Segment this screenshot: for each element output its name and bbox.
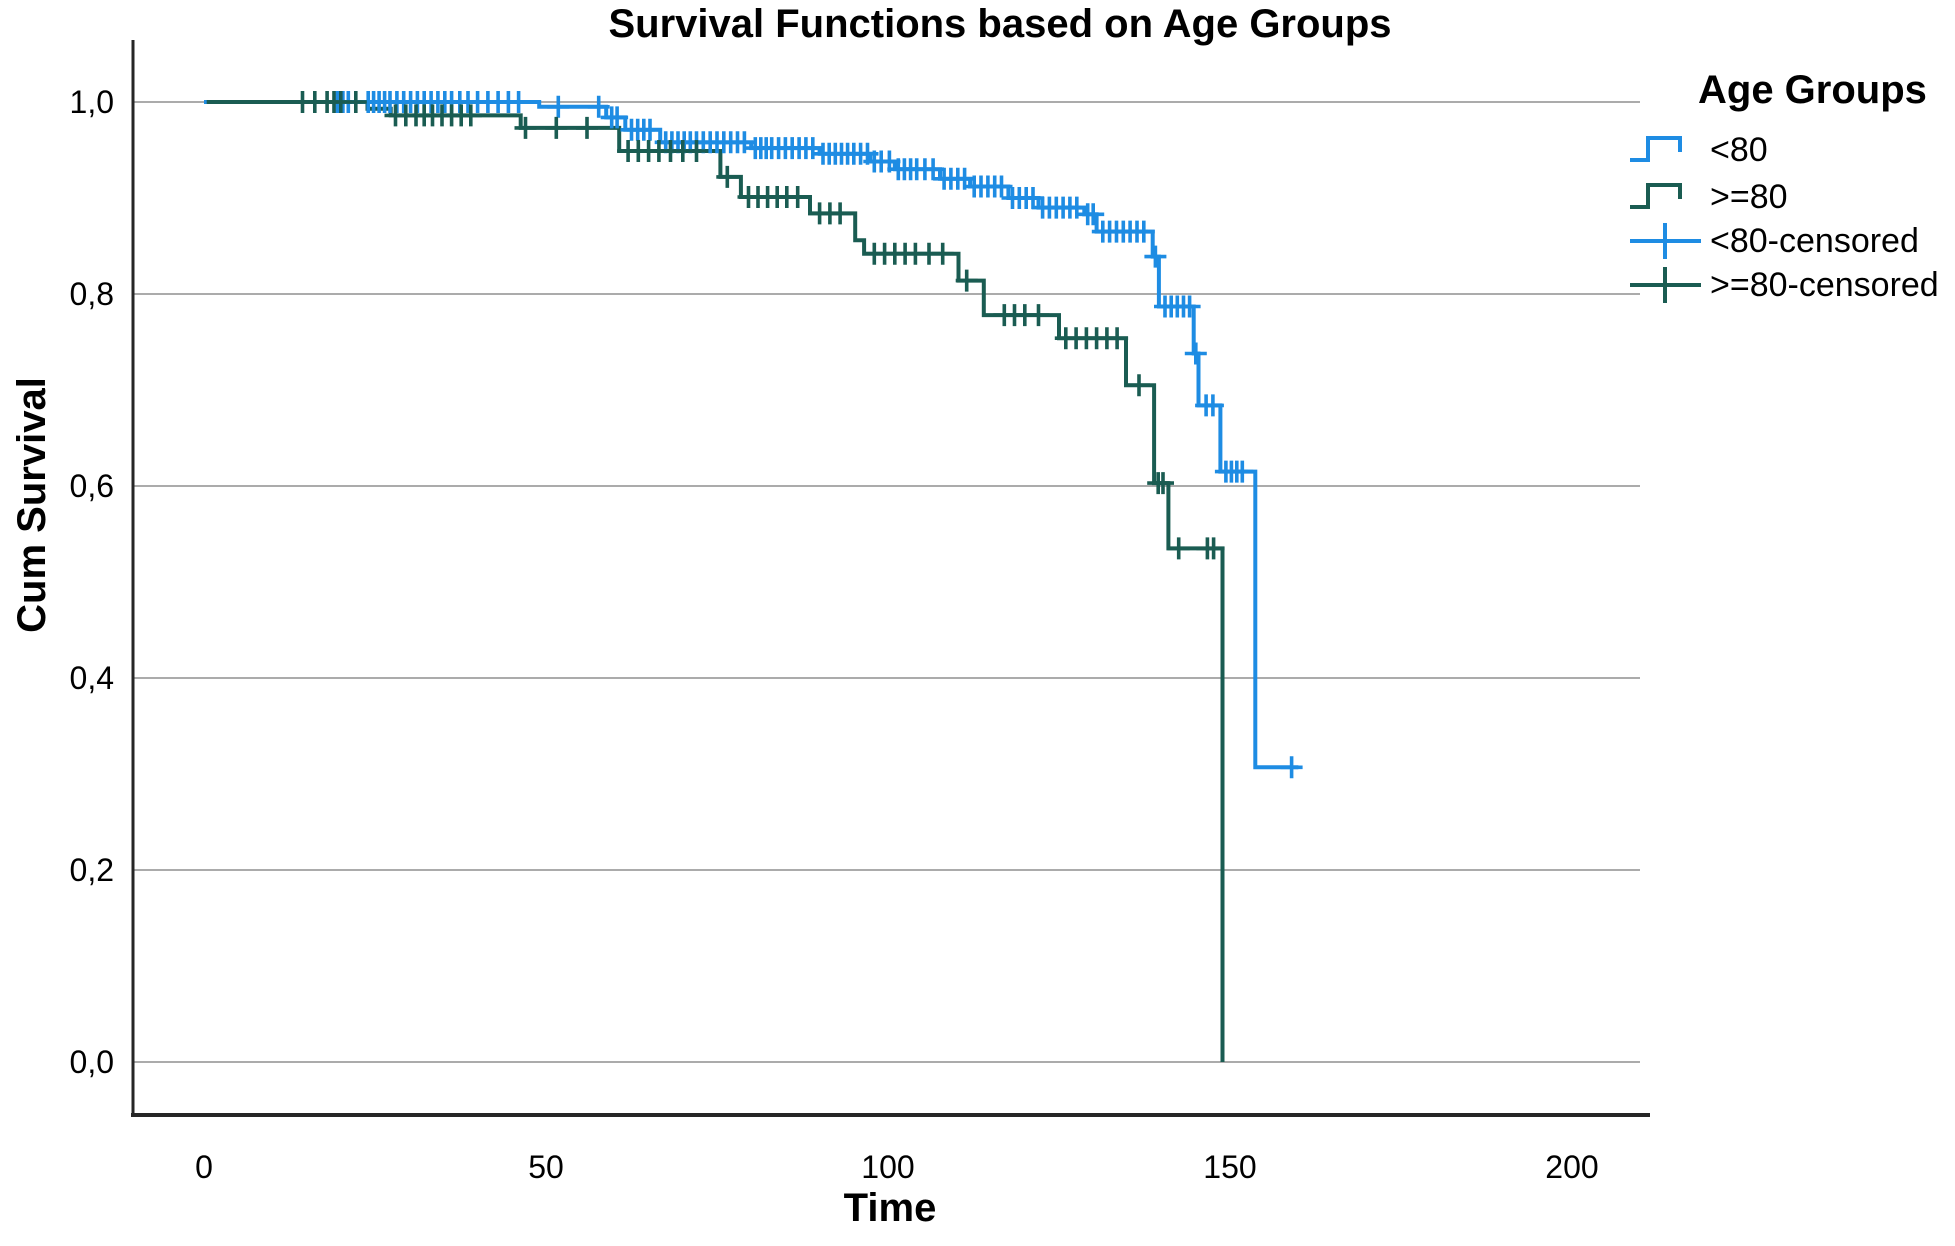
y-tick-label: 0,0 <box>70 1044 114 1080</box>
censored-mark-lt80 <box>1184 342 1207 365</box>
censored-mark-lt80 <box>639 118 661 141</box>
censored-mark-lt80 <box>1231 460 1254 483</box>
censored-mark-lt80 <box>922 158 945 181</box>
legend-entry-ge80: >=80 <box>1628 175 1788 219</box>
legend-label-ge80-censored: >=80-censored <box>1710 265 1939 304</box>
censored-mark-ge80 <box>829 202 852 225</box>
x-axis-title: Time <box>843 1186 937 1230</box>
censored-mark-lt80 <box>1144 245 1167 268</box>
censored-mark-lt80 <box>606 106 629 129</box>
censored-mark-ge80 <box>1128 374 1150 397</box>
censored-mark-lt80 <box>1022 187 1044 209</box>
censored-mark-lt80 <box>1178 295 1201 318</box>
legend-label-ge80: >=80 <box>1710 177 1788 216</box>
censored-mark-ge80 <box>1027 304 1050 327</box>
censored-mark-ge80 <box>545 116 568 139</box>
censored-mark-lt80 <box>1082 203 1105 226</box>
step-line-swatch-ge80 <box>1630 183 1682 209</box>
censored-mark-ge80 <box>685 140 708 162</box>
y-tick-label: 1,0 <box>70 84 114 120</box>
x-tick-label: 200 <box>1545 1149 1598 1185</box>
censored-mark-ge80 <box>716 165 739 188</box>
censored-mark-lt80 <box>587 95 610 118</box>
y-tick-label: 0,2 <box>70 852 114 888</box>
y-axis-title: Cum Survival <box>10 377 54 633</box>
survival-curve-lt80 <box>204 100 1299 770</box>
legend-label-lt80-censored: <80-censored <box>1710 221 1919 260</box>
censored-mark-lt80 <box>990 175 1013 198</box>
x-tick-label: 50 <box>528 1149 564 1185</box>
censored-mark-ge80 <box>1152 472 1174 495</box>
legend-title: Age Groups <box>1698 68 1927 112</box>
censored-mark-ge80 <box>514 116 537 139</box>
legend-entry-ge80-censored: >=80-censored <box>1628 263 1939 307</box>
censored-mark-ge80 <box>344 91 367 113</box>
plus-marker-swatch-ge80 <box>1630 267 1701 303</box>
censored-mark-lt80 <box>1132 220 1155 243</box>
censored-mark-ge80 <box>931 242 954 265</box>
censored-mark-lt80 <box>507 91 530 113</box>
step-line-swatch-lt80 <box>1630 136 1682 162</box>
censored-mark-ge80 <box>576 116 598 139</box>
censored-mark-lt80 <box>547 95 570 118</box>
plus-marker-swatch-lt80 <box>1630 223 1701 259</box>
legend-entry-lt80-censored: <80-censored <box>1628 219 1919 263</box>
y-tick-label: 0,6 <box>70 468 114 504</box>
censored-mark-ge80 <box>1202 537 1225 560</box>
chart-title: Survival Functions based on Age Groups <box>608 2 1392 46</box>
y-tick-label: 0,4 <box>70 660 114 696</box>
censored-mark-ge80 <box>459 104 482 127</box>
y-tick-label: 0,8 <box>70 276 114 312</box>
censored-mark-ge80 <box>955 269 978 292</box>
censored-mark-ge80 <box>1106 327 1129 350</box>
legend-entry-lt80: <80 <box>1628 128 1768 172</box>
legend-label-lt80: <80 <box>1710 130 1768 169</box>
x-tick-label: 100 <box>861 1149 914 1185</box>
survival-curve-ge80 <box>206 100 1225 1062</box>
x-tick-label: 150 <box>1203 1149 1256 1185</box>
x-tick-label: 0 <box>195 1149 213 1185</box>
censored-mark-lt80 <box>1280 756 1303 779</box>
censored-mark-ge80 <box>1167 537 1190 560</box>
censored-mark-lt80 <box>1201 394 1224 417</box>
censored-mark-ge80 <box>786 186 809 208</box>
